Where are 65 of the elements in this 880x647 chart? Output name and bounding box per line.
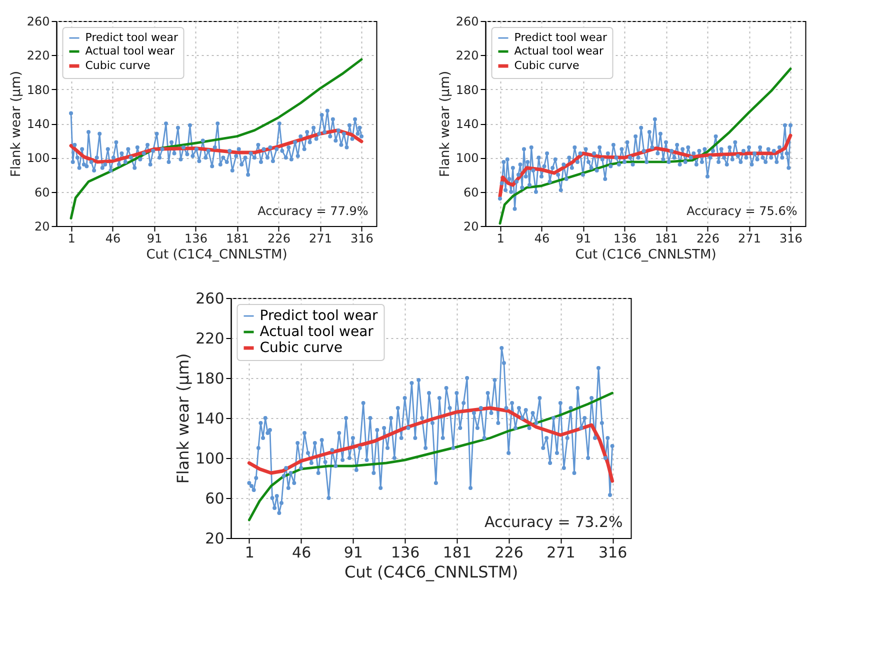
- y-tick-label: 20: [205, 530, 224, 548]
- x-tick-label: 271: [546, 544, 576, 562]
- y-axis-title: Flank wear (μm): [174, 353, 193, 484]
- x-tick-label: 46: [292, 544, 312, 562]
- legend-label: Cubic curve: [260, 340, 343, 356]
- x-tick-label: 181: [442, 544, 472, 562]
- y-tick-label: 220: [196, 330, 224, 348]
- legend-label: Cubic curve: [514, 59, 580, 72]
- y-tick-label: 140: [26, 117, 50, 131]
- y-tick-label: 60: [205, 490, 224, 508]
- y-tick-label: 20: [463, 220, 479, 234]
- x-tick-label: 271: [738, 232, 761, 246]
- x-tick-label: 91: [146, 232, 162, 246]
- legend-label: Cubic curve: [85, 59, 151, 72]
- x-tick-label: 181: [226, 232, 249, 246]
- x-axis-title: Cut (C1C4_CNNLSTM): [146, 248, 288, 262]
- y-tick-label: 20: [34, 220, 50, 234]
- y-tick-label: 180: [26, 82, 50, 97]
- y-tick-label: 60: [34, 185, 50, 200]
- x-tick-label: 226: [268, 232, 290, 246]
- y-tick-label: 100: [196, 450, 224, 468]
- annotation: Accuracy = 75.6%: [686, 204, 798, 218]
- x-axis-title: Cut (C1C6_CNNLSTM): [575, 248, 716, 262]
- y-tick-label: 140: [456, 117, 479, 131]
- legend-label: Actual tool wear: [260, 324, 374, 340]
- x-tick-label: 226: [696, 232, 720, 246]
- x-tick-label: 136: [184, 232, 208, 246]
- x-tick-label: 46: [534, 232, 550, 246]
- x-tick-label: 1: [244, 544, 254, 562]
- x-tick-label: 181: [655, 232, 678, 246]
- legend-label: Predict tool wear: [260, 308, 378, 324]
- y-tick-label: 260: [196, 290, 224, 308]
- y-tick-label: 180: [456, 82, 479, 97]
- x-tick-label: 91: [344, 544, 363, 562]
- y-tick-label: 100: [456, 151, 479, 166]
- y-tick-label: 220: [26, 48, 50, 63]
- x-tick-label: 226: [494, 544, 524, 562]
- y-axis-title: Flank wear (μm): [438, 70, 453, 178]
- y-tick-label: 60: [463, 185, 479, 200]
- y-axis-title: Flank wear (μm): [8, 70, 24, 178]
- legend-label: Actual tool wear: [514, 44, 604, 58]
- legend-label: Predict tool wear: [85, 31, 178, 44]
- x-tick-label: 1: [68, 232, 76, 246]
- y-tick-label: 260: [26, 14, 50, 28]
- y-tick-label: 140: [196, 410, 224, 428]
- x-tick-label: 316: [780, 232, 802, 246]
- x-axis-title: Cut (C4C6_CNNLSTM): [344, 562, 518, 582]
- annotation: Accuracy = 77.9%: [258, 204, 368, 218]
- y-tick-label: 220: [456, 48, 479, 63]
- x-tick-label: 91: [576, 232, 592, 246]
- x-tick-label: 316: [350, 232, 374, 246]
- x-tick-label: 316: [598, 544, 628, 562]
- x-tick-label: 136: [390, 544, 420, 562]
- annotation: Accuracy = 73.2%: [484, 513, 623, 531]
- x-tick-label: 46: [105, 232, 121, 246]
- line-series: [247, 406, 614, 483]
- line-series: [69, 128, 364, 164]
- legend-label: Predict tool wear: [514, 31, 608, 44]
- legend-label: Actual tool wear: [85, 44, 176, 58]
- x-tick-label: 271: [309, 232, 332, 246]
- y-tick-label: 100: [26, 151, 50, 166]
- x-tick-label: 136: [614, 232, 636, 246]
- y-tick-label: 180: [196, 370, 224, 388]
- y-tick-label: 260: [456, 14, 479, 28]
- x-tick-label: 1: [496, 232, 504, 246]
